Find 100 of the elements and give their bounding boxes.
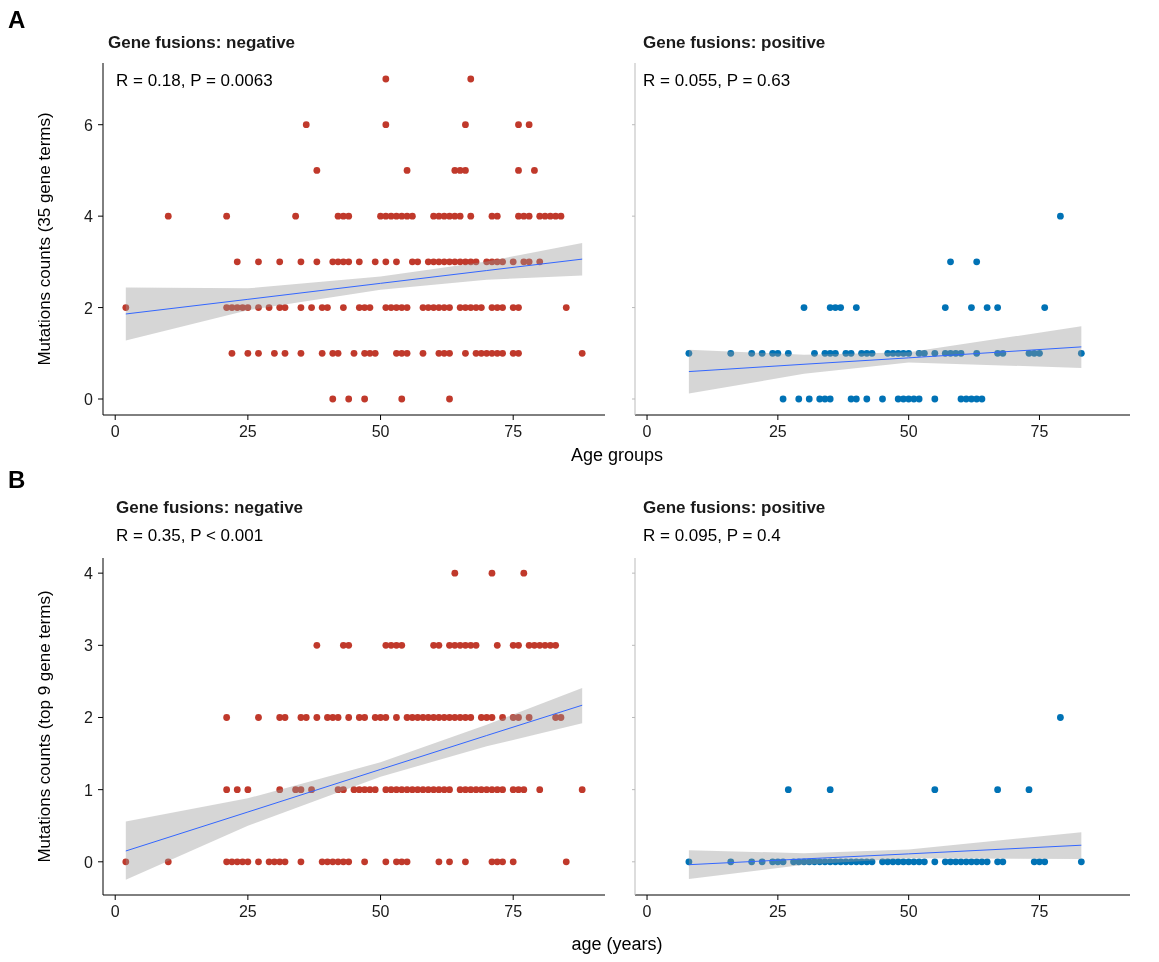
point bbox=[847, 349, 855, 357]
point bbox=[419, 304, 427, 311]
point bbox=[863, 349, 871, 357]
point bbox=[552, 641, 560, 649]
point bbox=[164, 212, 172, 220]
point bbox=[403, 167, 411, 174]
point bbox=[382, 641, 390, 649]
point bbox=[499, 349, 506, 357]
point bbox=[1077, 349, 1085, 357]
point bbox=[244, 786, 252, 794]
x-axis-title: Age groups bbox=[570, 445, 664, 465]
point bbox=[499, 258, 506, 266]
point bbox=[329, 395, 337, 403]
point bbox=[255, 304, 262, 311]
point bbox=[915, 395, 923, 403]
point bbox=[244, 858, 252, 866]
point bbox=[339, 304, 347, 311]
point bbox=[398, 786, 406, 794]
point bbox=[276, 304, 284, 311]
point bbox=[297, 858, 305, 866]
text: B bbox=[8, 466, 26, 493]
point bbox=[350, 349, 358, 357]
point bbox=[313, 641, 321, 649]
text: A bbox=[8, 6, 26, 33]
point bbox=[345, 641, 353, 649]
point bbox=[122, 304, 130, 311]
point bbox=[223, 714, 231, 721]
point bbox=[393, 714, 400, 721]
x-tick-label: 25 bbox=[238, 423, 257, 440]
point bbox=[832, 349, 839, 357]
point bbox=[371, 258, 379, 266]
point bbox=[334, 349, 342, 357]
point bbox=[446, 304, 453, 311]
point bbox=[525, 258, 533, 266]
point bbox=[994, 304, 1002, 311]
chart-title: Gene fusions: negative bbox=[108, 33, 296, 52]
y-tick-label: 0 bbox=[84, 853, 94, 871]
point bbox=[403, 858, 411, 866]
point bbox=[462, 349, 469, 357]
point bbox=[403, 349, 411, 357]
point bbox=[973, 395, 981, 403]
point bbox=[525, 714, 533, 721]
point bbox=[302, 121, 310, 129]
point bbox=[467, 212, 475, 220]
annotation: R = 0.055, P = 0.63 bbox=[643, 71, 791, 90]
text: R = 0.095, P = 0.4 bbox=[643, 526, 781, 545]
point bbox=[536, 641, 544, 649]
point bbox=[435, 714, 443, 721]
point bbox=[382, 858, 390, 866]
point bbox=[557, 714, 565, 721]
point bbox=[493, 212, 501, 220]
point bbox=[398, 349, 406, 357]
point bbox=[525, 212, 533, 220]
point bbox=[509, 858, 517, 866]
point bbox=[382, 121, 390, 129]
point bbox=[435, 304, 443, 311]
point bbox=[361, 349, 369, 357]
point bbox=[265, 304, 273, 311]
point bbox=[297, 304, 305, 311]
point bbox=[499, 714, 506, 721]
point bbox=[382, 75, 390, 83]
point bbox=[276, 786, 284, 794]
point bbox=[968, 304, 975, 311]
point bbox=[382, 786, 390, 794]
point bbox=[931, 395, 939, 403]
y-tick-label: 2 bbox=[84, 709, 94, 727]
point bbox=[578, 349, 586, 357]
x-tick-label: 50 bbox=[899, 423, 918, 440]
point bbox=[239, 858, 246, 866]
point bbox=[393, 258, 400, 266]
point bbox=[446, 349, 453, 357]
point bbox=[727, 349, 735, 357]
point bbox=[223, 786, 231, 794]
point bbox=[345, 714, 353, 721]
point bbox=[499, 304, 506, 311]
y-axis-title: Mutations counts (top 9 gene terms) bbox=[35, 590, 54, 863]
point bbox=[361, 714, 369, 721]
point bbox=[371, 349, 379, 357]
point bbox=[414, 714, 422, 721]
point bbox=[292, 786, 300, 794]
point bbox=[552, 212, 560, 220]
point bbox=[430, 641, 437, 649]
point bbox=[403, 304, 411, 311]
point bbox=[477, 304, 485, 311]
point bbox=[228, 349, 236, 357]
point bbox=[430, 786, 437, 794]
x-tick-label: 25 bbox=[238, 903, 257, 920]
point bbox=[255, 714, 262, 721]
x-tick-label: 75 bbox=[504, 423, 523, 440]
point bbox=[451, 167, 459, 174]
point bbox=[446, 786, 453, 794]
point bbox=[329, 858, 337, 866]
point bbox=[345, 258, 353, 266]
point bbox=[382, 304, 390, 311]
x-tick-label: 75 bbox=[504, 903, 523, 920]
point bbox=[292, 212, 300, 220]
point bbox=[557, 212, 565, 220]
point bbox=[1041, 304, 1049, 311]
point bbox=[947, 258, 954, 266]
point bbox=[313, 714, 321, 721]
